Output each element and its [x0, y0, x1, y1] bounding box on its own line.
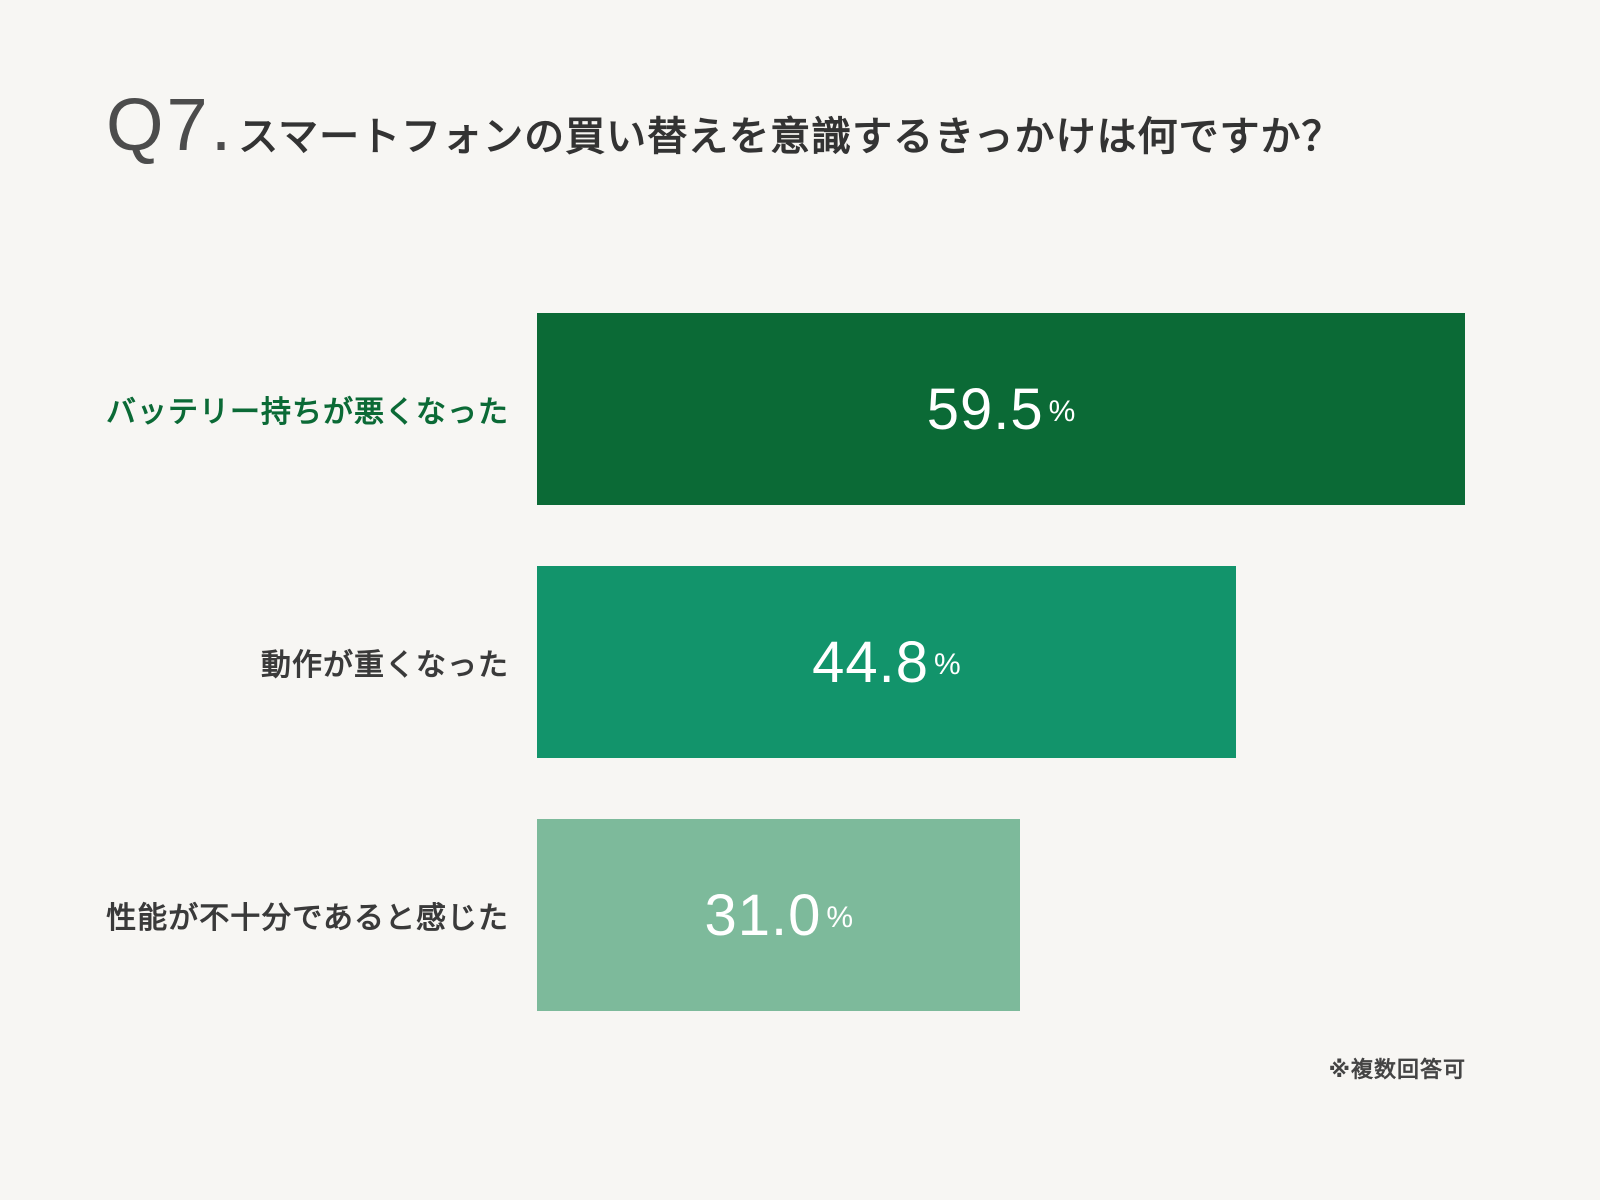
- bar: 31.0 %: [537, 819, 1021, 1011]
- question-number: Q7.: [106, 83, 235, 166]
- bar-chart: バッテリー持ちが悪くなった 59.5 % 動作が重くなった 44.8 % 性能が…: [0, 313, 1600, 1011]
- bar-row: バッテリー持ちが悪くなった 59.5 %: [0, 313, 1600, 505]
- footnote: ※複数回答可: [1328, 1057, 1466, 1082]
- bar-value: 44.8: [812, 629, 929, 695]
- bar: 59.5 %: [537, 313, 1465, 505]
- percent-sign: %: [826, 901, 854, 934]
- bar-track: 44.8 %: [537, 566, 1465, 758]
- category-label: 性能が不十分であると感じた: [106, 902, 509, 935]
- bar-value: 31.0: [704, 882, 822, 948]
- category-label: 動作が重くなった: [261, 649, 509, 682]
- bar-track: 59.5 %: [537, 313, 1465, 505]
- page-title: Q7. スマートフォンの買い替えを意識するきっかけは何ですか？: [106, 82, 1342, 167]
- percent-sign: %: [933, 648, 961, 681]
- bar-value: 59.5: [926, 376, 1044, 442]
- category-label: バッテリー持ちが悪くなった: [106, 396, 509, 429]
- bar-row: 性能が不十分であると感じた 31.0 %: [0, 819, 1600, 1011]
- question-text: スマートフォンの買い替えを意識するきっかけは何ですか？: [238, 115, 1343, 159]
- percent-sign: %: [1048, 395, 1076, 428]
- bar: 44.8 %: [537, 566, 1236, 758]
- bar-track: 31.0 %: [537, 819, 1465, 1011]
- bar-row: 動作が重くなった 44.8 %: [0, 566, 1600, 758]
